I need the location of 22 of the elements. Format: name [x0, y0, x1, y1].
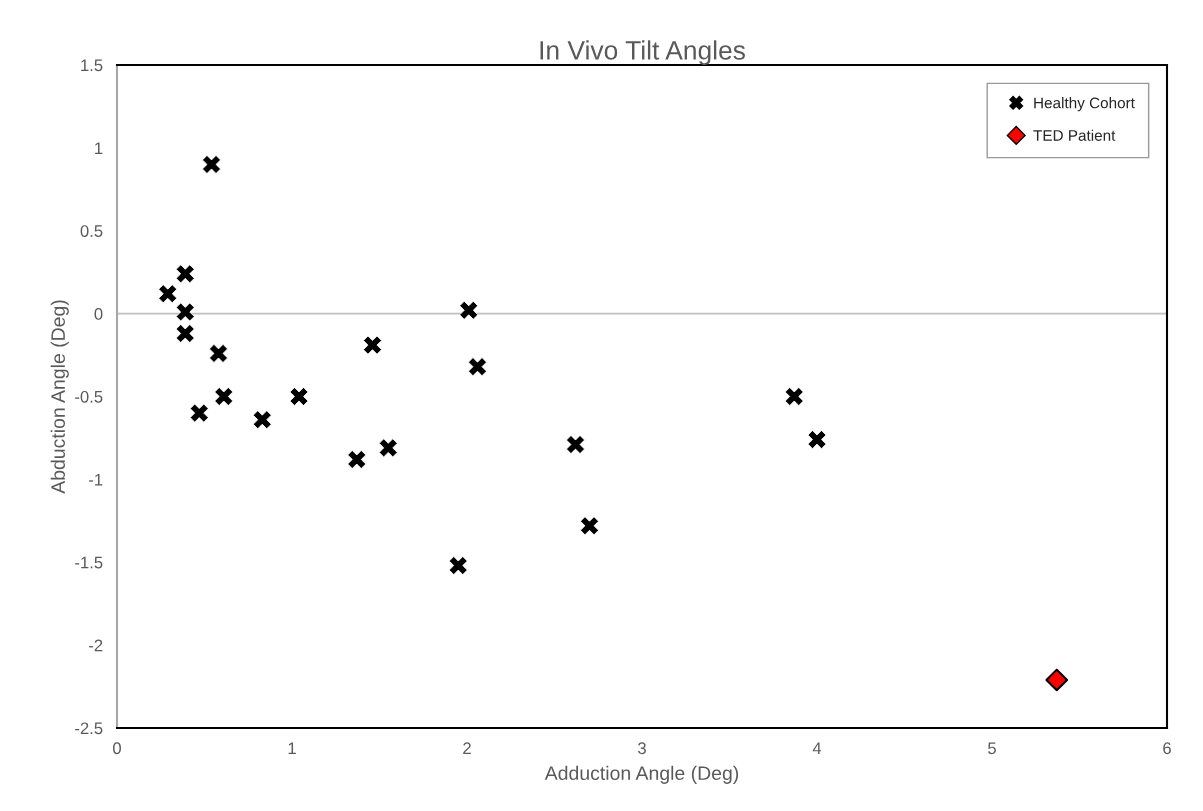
y-tick-label: -0.5 — [75, 390, 103, 403]
y-tick-label: 1 — [95, 142, 103, 154]
y-tick-label: -2.5 — [75, 722, 103, 735]
x-tick-label: 0 — [113, 742, 121, 755]
y-tick-label: -1 — [89, 473, 103, 486]
x-tick-label: 4 — [812, 742, 822, 754]
y-tick-label: 0.5 — [80, 225, 103, 237]
point — [1045, 668, 1069, 692]
legend-label: TED Patient — [1033, 129, 1116, 141]
y-tick-label: -1.5 — [75, 556, 103, 569]
x-tick-label: 6 — [1163, 742, 1171, 755]
chart-title: In Vivo Tilt Angles — [540, 40, 745, 65]
x-axis-title: Adduction Angle (Deg) — [544, 765, 739, 784]
y-tick-label: 1.5 — [81, 59, 103, 72]
y-tick-label: 0 — [94, 308, 103, 320]
x-tick-label: 3 — [638, 742, 646, 755]
x-tick-label: 1 — [288, 742, 296, 754]
y-tick-label: -2 — [89, 639, 103, 652]
x-tick-label: 5 — [988, 742, 996, 755]
legend-label: Healthy Cohort — [1034, 97, 1135, 112]
y-axis-title: Abduction Angle (Deg) — [50, 300, 69, 494]
x-tick-label: 2 — [463, 742, 471, 754]
